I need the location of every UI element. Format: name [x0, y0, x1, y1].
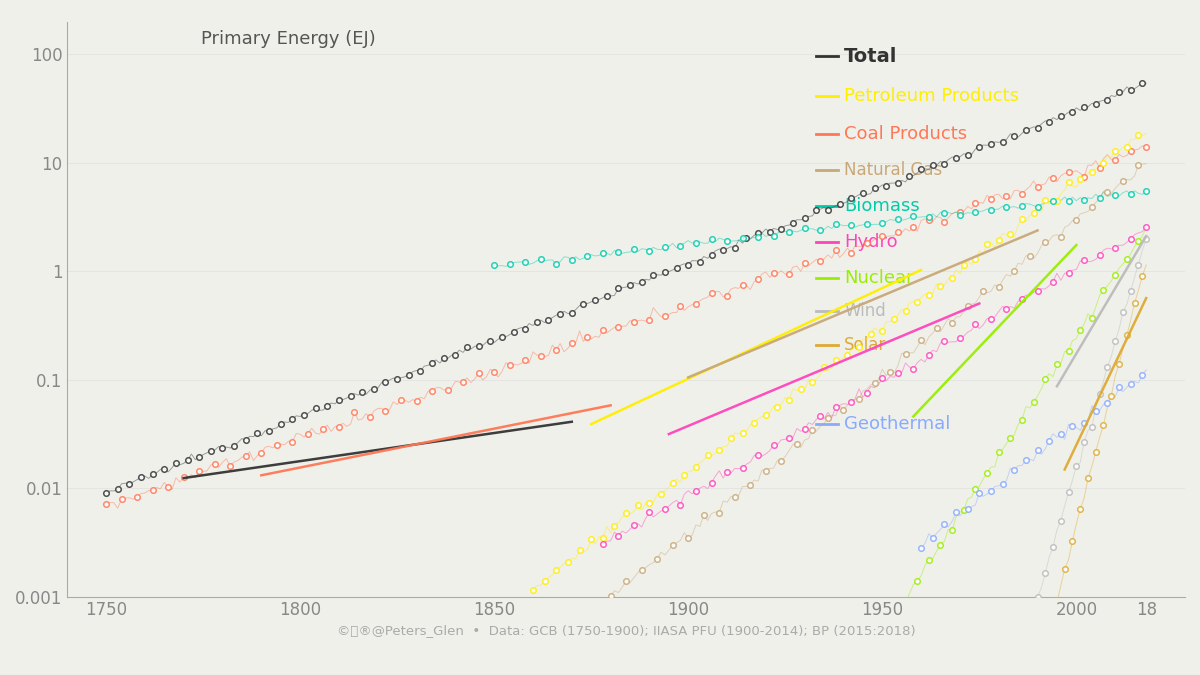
Text: Primary Energy (EJ): Primary Energy (EJ) — [202, 30, 376, 49]
Text: Nuclear: Nuclear — [844, 269, 913, 287]
Text: Petroleum Products: Petroleum Products — [844, 88, 1019, 105]
Text: Wind: Wind — [844, 302, 886, 320]
Text: Biomass: Biomass — [844, 196, 920, 215]
Text: Hydro: Hydro — [844, 233, 898, 251]
Text: Natural Gas: Natural Gas — [844, 161, 942, 179]
Text: Total: Total — [844, 47, 898, 65]
Text: Solar: Solar — [844, 336, 887, 354]
Text: ©ⓒ®@Peters_Glen  •  Data: GCB (1750-1900); IIASA PFU (1900-2014); BP (2015:2018): ©ⓒ®@Peters_Glen • Data: GCB (1750-1900);… — [337, 624, 916, 637]
Text: Geothermal: Geothermal — [844, 415, 950, 433]
Text: Coal Products: Coal Products — [844, 125, 967, 143]
